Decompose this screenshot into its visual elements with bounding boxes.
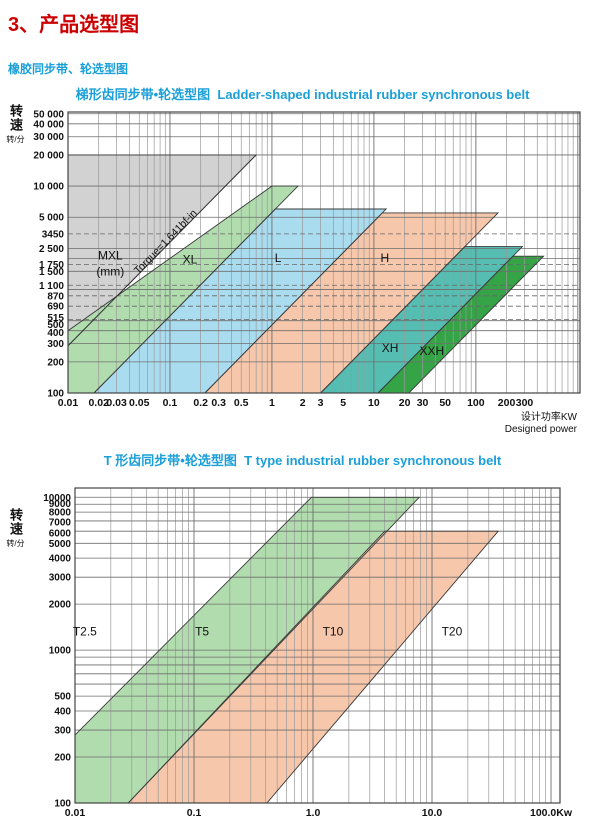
chart2-y-axis-label-text: 转速 (8, 508, 23, 536)
y-tick-label: 100 (54, 799, 71, 810)
y-tick-label: 690 (47, 302, 64, 313)
x-tick-label: 200 (498, 397, 516, 409)
region-label-mm: (mm) (96, 264, 124, 278)
chart-2-border (74, 487, 561, 804)
x-tick-label: 30 (417, 397, 429, 409)
chart2-title-en: T type industrial rubber synchronous bel… (244, 453, 502, 468)
x-tick-label: 0.02 (88, 397, 109, 409)
y-tick-label: 100 (47, 389, 64, 400)
x-tick-label: 20 (399, 397, 411, 409)
x-tick-label: 1 (269, 397, 275, 409)
chart1-x-axis-caption: 设计功率KW Designed power (380, 412, 577, 436)
x-tick-label: 3 (318, 397, 324, 409)
chart1-title-en: Ladder-shaped industrial rubber synchron… (217, 87, 530, 102)
y-tick-label: 1 500 (39, 267, 64, 278)
region-label-T5: T5 (195, 624, 209, 638)
y-tick-label: 6000 (49, 529, 72, 540)
region-label-T2.5: T2.5 (73, 624, 97, 638)
x-tick-label: 10 (368, 397, 380, 409)
x-tick-label: 1.0 (306, 807, 321, 819)
chart-2-grid (75, 488, 560, 803)
chart1-y-axis-label-text: 转速 (8, 104, 23, 132)
page-subtitle: 橡胶同步带、轮选型图 (8, 62, 129, 76)
chart-1-border (67, 111, 581, 394)
y-tick-label: 9000 (49, 499, 72, 510)
x-tick-label: 100 (467, 397, 485, 409)
y-tick-label: 1000 (49, 646, 72, 657)
page-title: 3、产品选型图 (8, 14, 140, 36)
chart-1-grid (68, 112, 580, 393)
band-L (94, 209, 387, 393)
chart2-title: T 形齿同步带•轮选型图 T type industrial rubber sy… (0, 450, 605, 469)
x-tick-label: 0.5 (234, 397, 249, 409)
y-tick-label: 3450 (42, 229, 65, 240)
band-XH (320, 246, 523, 393)
y-tick-label: 20 000 (33, 150, 64, 161)
x-tick-label: 0.01 (58, 397, 79, 409)
y-tick-label: 4000 (49, 554, 72, 565)
y-tick-label: 300 (47, 339, 64, 350)
torque-line (67, 154, 257, 347)
x-tick-label: 0.05 (129, 397, 150, 409)
region-label-H: H (380, 251, 389, 265)
y-tick-label: 500 (54, 692, 71, 703)
region-label-XXH: XXH (419, 344, 444, 358)
chart1-x-axis-caption-zh: 设计功率KW (520, 412, 577, 423)
band-XXH (378, 256, 544, 393)
y-tick-label: 10 000 (33, 182, 64, 193)
x-tick-label: 10.0 (422, 807, 443, 819)
x-tick-label: 0.1 (187, 807, 202, 819)
y-tick-label: 5000 (49, 539, 72, 550)
chart1-title-zh: 梯形齿同步带•轮选型图 (75, 87, 211, 102)
y-tick-label: 50 000 (33, 109, 64, 120)
x-tick-label: 2 (300, 397, 306, 409)
chart1-x-axis-caption-en: Designed power (504, 424, 577, 435)
y-tick-label: 7000 (49, 517, 72, 528)
chart2-y-axis-label: 转速 转/分 (6, 508, 25, 549)
region-label-T10: T10 (323, 624, 344, 638)
y-tick-label: 10000 (43, 493, 71, 504)
x-tick-label: 0.01 (65, 807, 86, 819)
x-tick-label: 0.1 (163, 397, 178, 409)
y-tick-label: 200 (54, 752, 71, 763)
y-tick-label: 5 000 (39, 213, 64, 224)
y-tick-label: 8000 (49, 508, 72, 519)
region-label-MXL: MXL (98, 249, 123, 263)
y-tick-label: 400 (47, 328, 64, 339)
region-label-L: L (275, 251, 282, 265)
y-tick-label: 1 100 (39, 281, 64, 292)
x-tick-label: 300 (516, 397, 534, 409)
y-tick-label: 1 750 (39, 260, 64, 271)
chart2-y-axis-unit: 转/分 (6, 539, 25, 548)
chart-2: T2.5 T5 T10 T20 0.01 0.1 1.0 10.0 100.0Kw 1000090… (43, 487, 573, 819)
region-label-XH: XH (382, 341, 399, 355)
y-tick-label: 2 500 (39, 244, 64, 255)
y-tick-label: 2000 (49, 600, 72, 611)
y-tick-label: 200 (47, 357, 64, 368)
y-tick-label: 300 (54, 726, 71, 737)
x-tick-label: 100.0Kw (530, 807, 573, 819)
chart1-title: 梯形齿同步带•轮选型图 Ladder-shaped industrial rub… (0, 84, 605, 103)
x-tick-label: 0.03 (106, 397, 127, 409)
y-tick-label: 870 (47, 291, 64, 302)
chart1-y-axis-unit: 转/分 (6, 135, 25, 144)
y-tick-label: 3000 (49, 573, 72, 584)
region-label-T20: T20 (442, 624, 463, 638)
y-tick-label: 40 000 (33, 119, 64, 130)
y-tick-label: 515 (47, 313, 64, 324)
chart2-title-zh: T 形齿同步带•轮选型图 (103, 453, 237, 468)
y-tick-label: 400 (54, 706, 71, 717)
x-tick-label: 50 (439, 397, 451, 409)
x-tick-label: 0.3 (211, 397, 226, 409)
y-tick-label: 500 (47, 320, 64, 331)
x-tick-label: 0.2 (193, 397, 208, 409)
region-label-XL: XL (183, 252, 198, 266)
chart1-y-axis-label: 转速 转/分 (6, 104, 25, 145)
x-tick-label: 5 (340, 397, 346, 409)
y-tick-label: 30 000 (33, 132, 64, 143)
